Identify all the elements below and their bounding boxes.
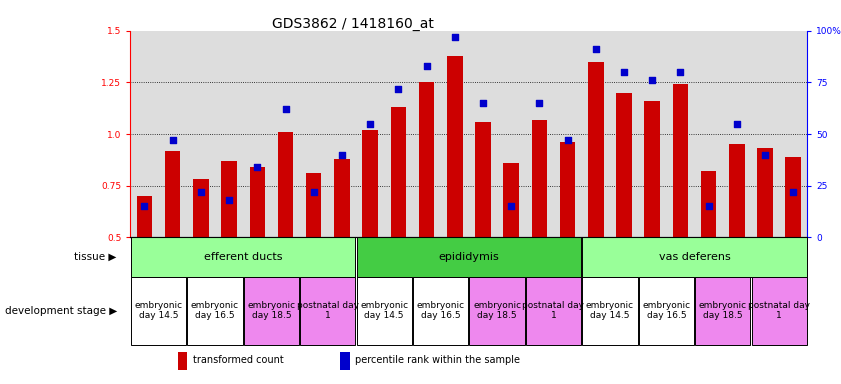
Bar xyxy=(278,132,294,237)
Point xyxy=(138,203,151,209)
Bar xyxy=(357,237,581,277)
Text: vas deferens: vas deferens xyxy=(659,252,730,262)
Bar xyxy=(357,277,412,344)
Point xyxy=(561,137,574,143)
Bar xyxy=(413,277,468,344)
Point xyxy=(420,63,433,69)
Text: transformed count: transformed count xyxy=(193,356,283,366)
Bar xyxy=(673,84,688,237)
Point xyxy=(617,69,631,75)
Bar xyxy=(582,277,637,344)
Bar xyxy=(165,151,181,237)
Point xyxy=(392,86,405,92)
Point xyxy=(532,100,546,106)
Point xyxy=(336,152,349,158)
Point xyxy=(674,69,687,75)
Bar xyxy=(131,277,186,344)
Point xyxy=(476,100,489,106)
Text: tissue ▶: tissue ▶ xyxy=(75,252,117,262)
Point xyxy=(222,197,235,203)
Text: embryonic
day 16.5: embryonic day 16.5 xyxy=(191,301,239,321)
Point xyxy=(505,203,518,209)
Point xyxy=(589,46,602,52)
Bar xyxy=(588,62,604,237)
Text: embryonic
day 16.5: embryonic day 16.5 xyxy=(416,301,465,321)
Bar xyxy=(560,142,575,237)
Bar xyxy=(250,167,265,237)
Text: embryonic
day 14.5: embryonic day 14.5 xyxy=(135,301,182,321)
Text: postnatal day
1: postnatal day 1 xyxy=(748,301,810,321)
Point xyxy=(702,203,716,209)
Text: postnatal day
1: postnatal day 1 xyxy=(522,301,584,321)
Bar xyxy=(447,56,463,237)
Text: postnatal day
1: postnatal day 1 xyxy=(297,301,359,321)
Bar xyxy=(729,144,744,237)
Text: embryonic
day 18.5: embryonic day 18.5 xyxy=(473,301,521,321)
Text: embryonic
day 14.5: embryonic day 14.5 xyxy=(586,301,634,321)
Bar xyxy=(644,101,660,237)
Bar xyxy=(390,107,406,237)
Bar xyxy=(362,130,378,237)
Point xyxy=(786,189,800,195)
Bar xyxy=(475,122,490,237)
Point xyxy=(194,189,208,195)
Text: GDS3862 / 1418160_at: GDS3862 / 1418160_at xyxy=(272,17,434,31)
Point xyxy=(278,106,292,112)
Point xyxy=(166,137,179,143)
Bar xyxy=(752,277,807,344)
Bar xyxy=(532,119,547,237)
Point xyxy=(759,152,772,158)
Bar xyxy=(341,353,350,370)
Bar xyxy=(469,277,525,344)
Bar xyxy=(419,82,434,237)
Bar xyxy=(300,277,356,344)
Text: embryonic
day 14.5: embryonic day 14.5 xyxy=(360,301,408,321)
Text: epididymis: epididymis xyxy=(438,252,500,262)
Point xyxy=(363,121,377,127)
Bar xyxy=(696,277,750,344)
Text: embryonic
day 16.5: embryonic day 16.5 xyxy=(643,301,690,321)
Bar xyxy=(306,173,321,237)
Text: embryonic
day 18.5: embryonic day 18.5 xyxy=(699,301,747,321)
Bar xyxy=(244,277,299,344)
Bar xyxy=(221,161,237,237)
Point xyxy=(448,34,462,40)
Bar xyxy=(526,277,581,344)
Text: percentile rank within the sample: percentile rank within the sample xyxy=(355,356,520,366)
Bar xyxy=(334,159,350,237)
Point xyxy=(730,121,743,127)
Point xyxy=(307,189,320,195)
Bar xyxy=(193,179,209,237)
Bar xyxy=(785,157,801,237)
Bar xyxy=(177,353,188,370)
Bar xyxy=(757,149,773,237)
Bar xyxy=(504,163,519,237)
Bar xyxy=(137,196,152,237)
Bar xyxy=(701,171,717,237)
Bar xyxy=(616,93,632,237)
Bar xyxy=(638,277,694,344)
Text: efferent ducts: efferent ducts xyxy=(204,252,283,262)
Point xyxy=(646,77,659,83)
Bar xyxy=(582,237,807,277)
Bar xyxy=(188,277,242,344)
Bar xyxy=(131,237,356,277)
Point xyxy=(251,164,264,170)
Text: development stage ▶: development stage ▶ xyxy=(4,306,117,316)
Text: embryonic
day 18.5: embryonic day 18.5 xyxy=(247,301,295,321)
